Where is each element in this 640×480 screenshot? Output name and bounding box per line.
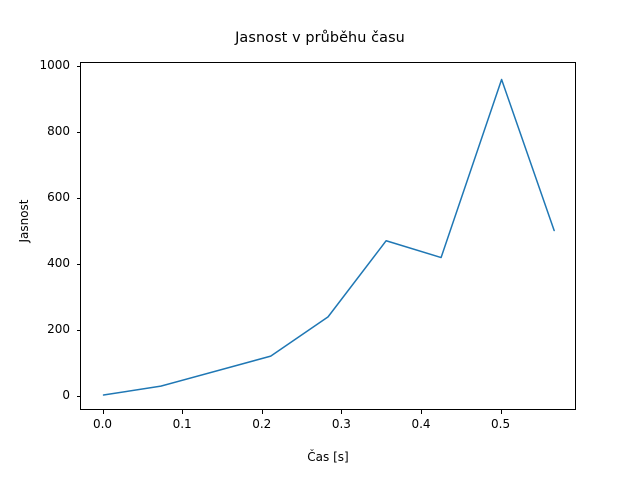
x-tick-mark bbox=[182, 410, 184, 414]
y-tick-mark bbox=[76, 330, 80, 332]
x-tick-mark bbox=[500, 410, 502, 414]
y-tick-label: 0 bbox=[62, 388, 70, 403]
y-tick-mark bbox=[76, 198, 80, 200]
x-tick-label: 0.4 bbox=[411, 417, 431, 431]
chart-title: Jasnost v průběhu času bbox=[235, 30, 405, 46]
y-tick-mark bbox=[76, 396, 80, 398]
plot-line-svg bbox=[102, 78, 555, 396]
x-axis-label: Čas [s] bbox=[307, 450, 349, 464]
x-tick-label: 0.3 bbox=[331, 417, 351, 431]
x-tick-mark bbox=[341, 410, 343, 414]
x-tick-label: 0.0 bbox=[92, 417, 113, 431]
x-tick-mark bbox=[261, 410, 263, 414]
data-series-line bbox=[102, 78, 555, 396]
plot-axes bbox=[80, 62, 576, 410]
y-tick-mark bbox=[76, 66, 80, 68]
y-tick-label: 600 bbox=[47, 190, 70, 205]
x-tick-label: 0.1 bbox=[172, 417, 192, 431]
y-tick-mark bbox=[76, 132, 80, 134]
y-axis-label: Jasnost bbox=[17, 199, 31, 243]
y-tick-label: 800 bbox=[47, 124, 70, 139]
x-tick-label: 0.2 bbox=[252, 417, 272, 431]
x-tick-mark bbox=[420, 410, 422, 414]
y-tick-label: 200 bbox=[47, 322, 70, 337]
y-tick-label: 400 bbox=[47, 256, 70, 271]
y-tick-mark bbox=[76, 264, 80, 266]
x-tick-mark bbox=[102, 410, 104, 414]
x-tick-label: 0.5 bbox=[491, 417, 511, 431]
y-tick-label: 1000 bbox=[39, 58, 70, 73]
